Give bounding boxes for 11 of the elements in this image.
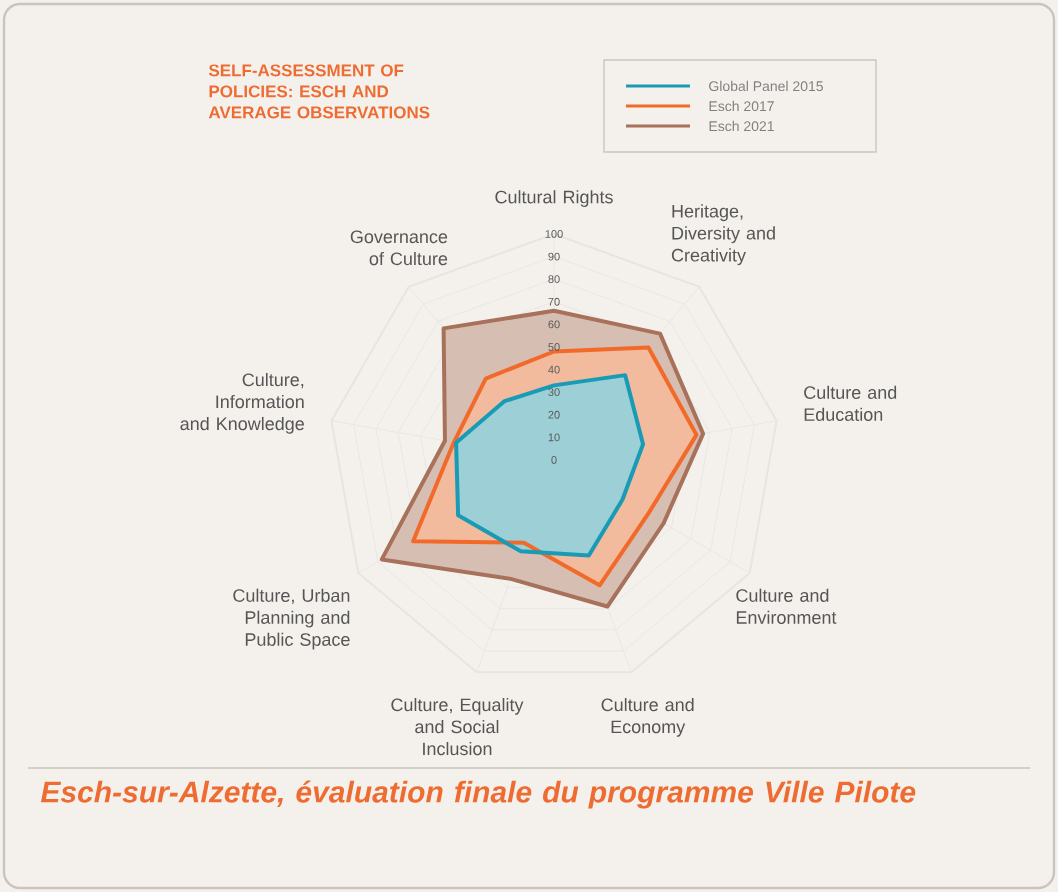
spoke-label: Culture, Information and Knowledge xyxy=(180,372,304,434)
spoke-label: Culture and Economy xyxy=(601,697,694,737)
spoke-label: Culture and Education xyxy=(804,385,897,421)
spoke-label: Cultural Rights xyxy=(495,190,613,207)
text: SELF-ASSESSMENT OF POLICIES: ESCH AND AVERAGE OBSERVATIONS xyxy=(208,64,430,119)
spoke-label: Culture, Urban Planning and Public Space xyxy=(233,588,350,650)
text: Esch-sur-Alzette, évaluation finale du programme Ville Pilote xyxy=(40,780,916,809)
spoke-label: Culture, Equality and Social Inclusion xyxy=(391,697,524,756)
spoke-label: Culture and Environment xyxy=(736,588,837,624)
spoke-label: Governance of Culture xyxy=(350,230,448,266)
spoke-label: Heritage, Diversity and Creativity xyxy=(671,204,775,266)
